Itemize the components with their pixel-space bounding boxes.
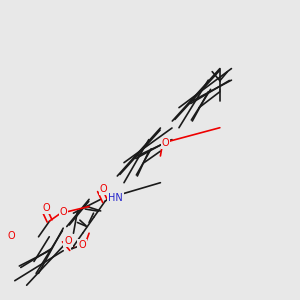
- Text: O: O: [60, 207, 67, 217]
- Text: O: O: [42, 203, 50, 213]
- Text: HN: HN: [108, 193, 123, 203]
- Text: O: O: [161, 138, 169, 148]
- Text: O: O: [64, 236, 72, 246]
- Text: O: O: [100, 184, 107, 194]
- Text: O: O: [78, 240, 86, 250]
- Text: O: O: [8, 231, 15, 241]
